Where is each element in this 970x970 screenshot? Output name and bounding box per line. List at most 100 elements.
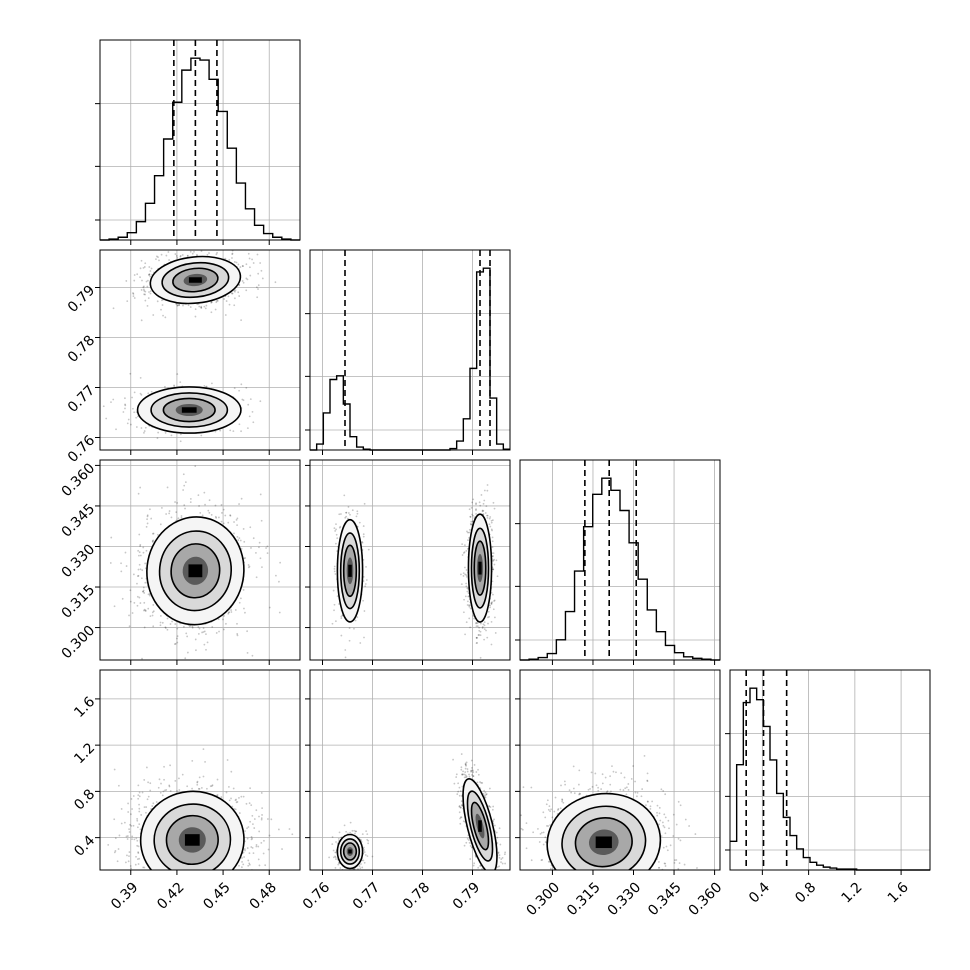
sample-point: [345, 515, 348, 518]
sample-point: [151, 611, 154, 614]
sample-point: [488, 517, 491, 520]
sample-point: [197, 787, 200, 790]
sample-point: [333, 603, 336, 606]
sample-point: [148, 274, 150, 276]
sample-point: [174, 642, 177, 645]
sample-point: [482, 623, 485, 626]
sample-point: [140, 393, 143, 396]
sample-point: [138, 803, 140, 806]
sample-point: [214, 430, 217, 433]
sample-point: [176, 502, 179, 504]
sample-point: [160, 782, 162, 785]
sample-point: [161, 304, 164, 306]
sample-point: [133, 279, 136, 282]
sample-point: [242, 265, 244, 267]
sample-point: [261, 566, 263, 569]
sample-point: [261, 814, 263, 816]
sample-point: [475, 637, 478, 639]
sample-point: [238, 601, 241, 604]
sample-point: [165, 254, 168, 257]
sample-point: [129, 423, 132, 426]
sample-point: [345, 511, 348, 514]
sample-point: [194, 877, 196, 879]
sample-point: [476, 636, 478, 639]
sample-point: [256, 296, 259, 299]
sample-point: [468, 605, 471, 608]
sample-point: [249, 820, 252, 823]
sample-point: [128, 855, 130, 858]
sample-point: [231, 257, 233, 259]
sample-point: [182, 873, 184, 875]
sample-point: [492, 568, 495, 571]
sample-point: [481, 510, 484, 513]
sample-point: [364, 583, 367, 585]
sample-point: [244, 849, 246, 852]
sample-point: [148, 266, 151, 268]
sample-point: [245, 886, 247, 888]
sample-point: [237, 539, 240, 541]
sample-point: [193, 250, 195, 253]
sample-point: [170, 434, 173, 437]
sample-point: [184, 657, 187, 660]
sample-point: [353, 627, 355, 630]
sample-point: [152, 314, 155, 316]
sample-point: [206, 253, 209, 256]
sample-point: [475, 636, 478, 639]
sample-point: [230, 611, 233, 613]
sample-point: [215, 299, 218, 302]
sample-point: [169, 876, 171, 878]
sample-point: [483, 638, 486, 641]
sample-point: [141, 279, 143, 282]
sample-point: [124, 551, 127, 554]
sample-point: [147, 297, 150, 299]
sample-point: [234, 289, 237, 292]
sample-point: [136, 817, 138, 820]
sample-point: [356, 512, 359, 515]
sample-point: [362, 599, 365, 602]
sample-point: [166, 617, 169, 620]
sample-point: [335, 528, 337, 531]
sample-point: [205, 648, 207, 651]
sample-point: [258, 546, 260, 549]
sample-point: [462, 611, 465, 614]
sample-point: [239, 873, 241, 875]
density-contour: [470, 527, 490, 609]
sample-point: [131, 396, 133, 399]
sample-point: [159, 614, 162, 617]
sample-point: [138, 596, 141, 599]
sample-point: [137, 549, 140, 552]
sample-point: [470, 520, 473, 523]
sample-point: [257, 272, 260, 275]
sample-point: [492, 552, 495, 555]
sample-point: [142, 288, 145, 291]
sample-point: [349, 513, 351, 516]
sample-point: [261, 277, 264, 280]
density-peak: [188, 564, 203, 578]
sample-point: [249, 398, 252, 400]
sample-point: [234, 290, 236, 293]
sample-point: [173, 385, 176, 388]
sample-point: [151, 614, 154, 617]
sample-point: [216, 909, 218, 911]
sample-point: [142, 590, 145, 593]
x-tick-label: 1.2: [839, 879, 866, 906]
sample-point: [470, 506, 473, 509]
sample-point: [138, 908, 140, 910]
sample-point: [338, 513, 341, 516]
sample-point: [493, 507, 496, 510]
sample-point: [173, 643, 176, 646]
panel-frame: [99, 39, 301, 241]
sample-point: [204, 760, 206, 763]
density-contour: [158, 530, 233, 612]
sample-point: [149, 275, 152, 278]
sample-point: [468, 508, 471, 511]
sample-point: [144, 609, 147, 612]
sample-point: [258, 541, 261, 544]
sample-point: [201, 631, 203, 634]
sample-point: [151, 540, 154, 542]
histogram-step: [730, 687, 930, 871]
sample-point: [189, 875, 191, 877]
sample-point: [348, 627, 351, 630]
x-tick-label: 1.6: [885, 879, 912, 906]
sample-point: [146, 518, 148, 521]
